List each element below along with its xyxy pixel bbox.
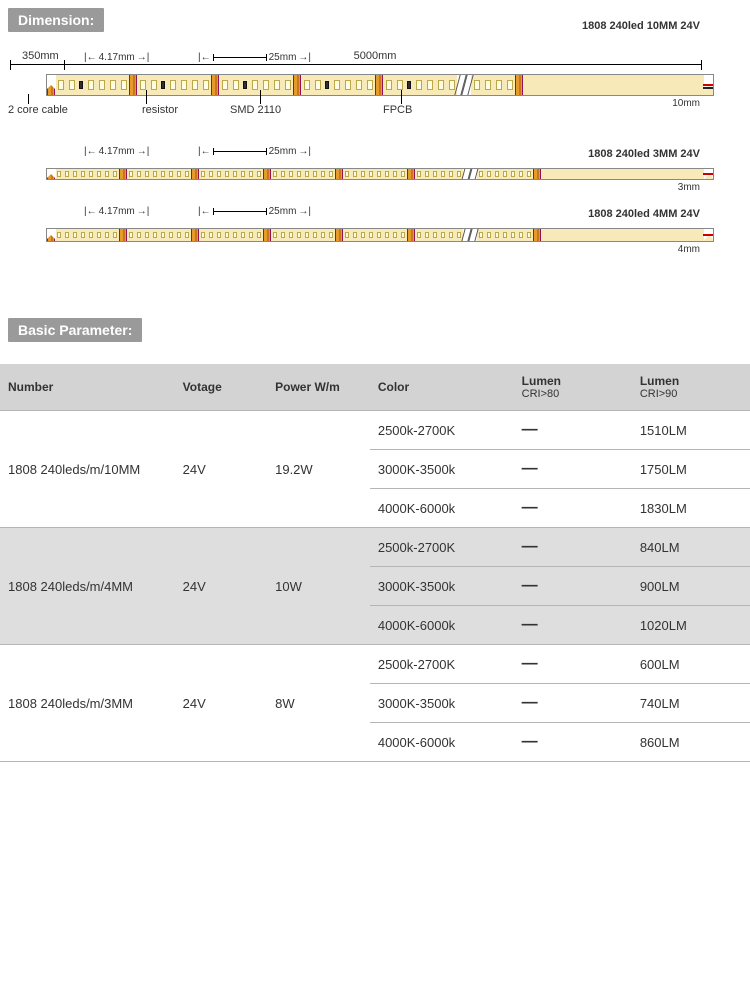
cell-power: 19.2W (267, 411, 370, 528)
cell-color: 4000K-6000k (370, 489, 514, 528)
cell-cri90: 740LM (632, 684, 750, 723)
th-cri90: LumenCRI>90 (632, 364, 750, 411)
cell-color: 2500k-2700K (370, 411, 514, 450)
section-title-parameter: Basic Parameter: (8, 318, 142, 342)
th-power: Power W/m (267, 364, 370, 411)
cell-voltage: 24V (175, 528, 267, 645)
cell-cri90: 860LM (632, 723, 750, 762)
dim-overall-line (10, 64, 702, 65)
dim-overall-label: 5000mm (354, 50, 397, 62)
annotation-row: 2 core cable resistor SMD 2110 FPCB (8, 96, 742, 120)
cell-cri90: 1020LM (632, 606, 750, 645)
strip-label: 1808 240led 10MM 24V (582, 20, 700, 32)
cell-voltage: 24V (175, 411, 267, 528)
cable-right-icon (703, 84, 714, 86)
cell-cri90: 1830LM (632, 489, 750, 528)
cell-cri80: — (514, 645, 632, 684)
th-voltage: Votage (175, 364, 267, 411)
cell-cri80: — (514, 528, 632, 567)
break-mark-icon (463, 229, 477, 241)
cell-cri90: 1510LM (632, 411, 750, 450)
cell-color: 3000K-3500k (370, 450, 514, 489)
cell-power: 8W (267, 645, 370, 762)
cell-cri80: — (514, 723, 632, 762)
cell-number: 1808 240leds/m/4MM (0, 528, 175, 645)
strip-block-4mm: 1808 240led 4MM 24V |←4.17mm→| |←25mm→| (8, 228, 742, 242)
cable-right-icon (703, 173, 714, 175)
cell-cri90: 600LM (632, 645, 750, 684)
table-header-row: Number Votage Power W/m Color LumenCRI>8… (0, 364, 750, 411)
cell-cri80: — (514, 489, 632, 528)
annot-smd: SMD 2110 (230, 104, 281, 116)
width-tag: 3mm (678, 182, 700, 193)
cell-color: 4000K-6000k (370, 606, 514, 645)
dimension-diagrams: 350mm 5000mm 1808 240led 10MM 24V |←4.17… (0, 50, 750, 270)
th-color: Color (370, 364, 514, 411)
dim-segment: |←25mm→| (198, 146, 311, 157)
cell-cri80: — (514, 684, 632, 723)
cell-cri80: — (514, 567, 632, 606)
cell-number: 1808 240leds/m/3MM (0, 645, 175, 762)
cell-voltage: 24V (175, 645, 267, 762)
th-cri80: LumenCRI>80 (514, 364, 632, 411)
annot-fpcb: FPCB (383, 104, 412, 116)
led-strip-3mm (46, 168, 714, 180)
cell-color: 2500k-2700K (370, 645, 514, 684)
dim-lead-label: 350mm (22, 50, 59, 62)
width-tag: 4mm (678, 244, 700, 255)
cell-cri90: 1750LM (632, 450, 750, 489)
dim-pitch: |←4.17mm→| (84, 206, 149, 217)
cell-cri90: 900LM (632, 567, 750, 606)
strip-label: 1808 240led 3MM 24V (588, 148, 700, 160)
cell-number: 1808 240leds/m/10MM (0, 411, 175, 528)
table-row: 1808 240leds/m/3MM24V8W2500k-2700K—600LM (0, 645, 750, 684)
strip-block-10mm: 350mm 5000mm 1808 240led 10MM 24V |←4.17… (8, 50, 742, 120)
th-number: Number (0, 364, 175, 411)
cell-color: 2500k-2700K (370, 528, 514, 567)
cell-cri80: — (514, 450, 632, 489)
table-row: 1808 240leds/m/4MM24V10W2500k-2700K—840L… (0, 528, 750, 567)
cell-color: 3000K-3500k (370, 684, 514, 723)
cell-color: 3000K-3500k (370, 567, 514, 606)
strip-label: 1808 240led 4MM 24V (588, 208, 700, 220)
dim-pitch: |←4.17mm→| (84, 146, 149, 157)
break-mark-icon (457, 75, 471, 95)
annot-resistor: resistor (142, 104, 178, 116)
cell-color: 4000K-6000k (370, 723, 514, 762)
break-mark-icon (463, 169, 477, 179)
cell-cri80: — (514, 411, 632, 450)
dim-pitch: |←4.17mm→| (84, 52, 149, 63)
annot-cable: 2 core cable (8, 104, 68, 116)
table-row: 1808 240leds/m/10MM24V19.2W2500k-2700K—1… (0, 411, 750, 450)
dim-segment: |←25mm→| (198, 52, 311, 63)
cable-right-icon (703, 234, 714, 236)
cell-power: 10W (267, 528, 370, 645)
parameter-table: Number Votage Power W/m Color LumenCRI>8… (0, 364, 750, 762)
led-strip-4mm (46, 228, 714, 242)
strip-block-3mm: 1808 240led 3MM 24V |←4.17mm→| |←25mm→| (8, 168, 742, 180)
cell-cri80: — (514, 606, 632, 645)
dim-segment: |←25mm→| (198, 206, 311, 217)
section-title-dimension: Dimension: (8, 8, 104, 32)
cell-cri90: 840LM (632, 528, 750, 567)
